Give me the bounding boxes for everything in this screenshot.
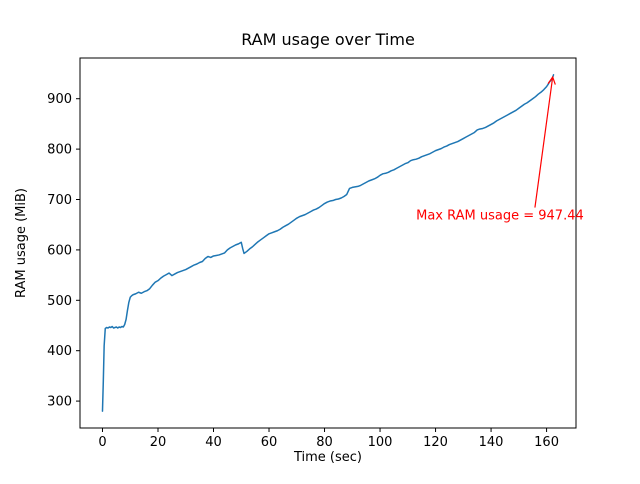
svg-text:400: 400 [47,344,72,359]
y-axis-label: RAM usage (MiB) [14,188,29,298]
svg-text:140: 140 [479,435,504,450]
svg-text:120: 120 [423,435,448,450]
svg-text:900: 900 [47,92,72,107]
annotation-arrow [534,75,556,208]
y-axis-ticks: 300 400 500 600 700 800 900 [47,92,80,410]
svg-text:600: 600 [47,243,72,258]
svg-text:80: 80 [316,435,333,450]
svg-text:800: 800 [47,143,72,158]
svg-text:20: 20 [150,435,167,450]
svg-text:700: 700 [47,193,72,208]
svg-text:500: 500 [47,294,72,309]
svg-text:40: 40 [205,435,222,450]
chart-title: RAM usage over Time [241,30,415,49]
svg-text:100: 100 [368,435,393,450]
svg-text:300: 300 [47,395,72,410]
x-axis-label: Time (sec) [293,450,362,465]
axes-box [79,57,577,429]
svg-text:0: 0 [98,435,106,450]
ram-usage-line [101,74,555,412]
svg-text:60: 60 [261,435,278,450]
x-axis-ticks: 0 20 40 60 80 100 120 140 160 [98,428,559,450]
svg-text:160: 160 [534,435,559,450]
annotation-text: Max RAM usage = 947.44 [416,209,584,224]
